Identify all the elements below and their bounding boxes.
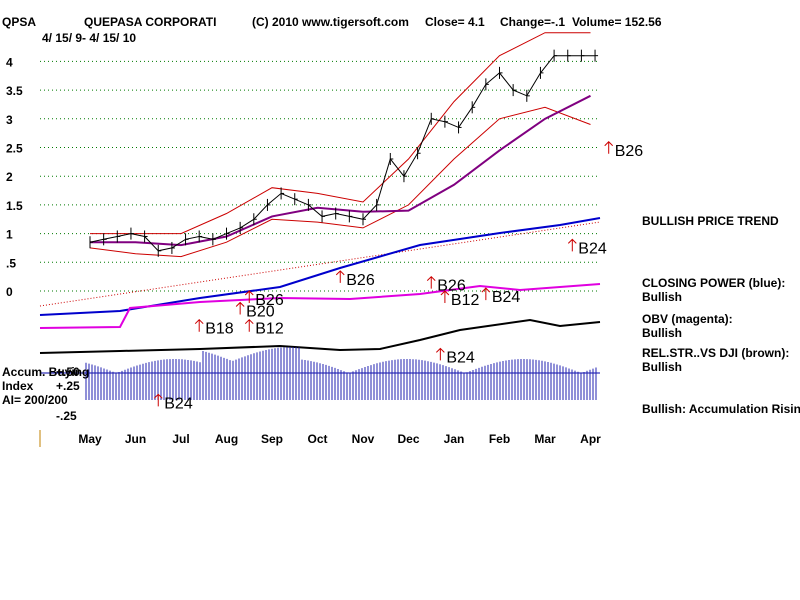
x-tick-label: Dec bbox=[397, 432, 419, 446]
signal-arrow bbox=[481, 287, 491, 301]
dotted-trendline bbox=[39, 221, 601, 307]
signal-label: B12 bbox=[451, 292, 480, 309]
signal-label: B24 bbox=[164, 395, 193, 412]
close-label: Close= 4.1 bbox=[425, 15, 485, 29]
signal-arrow bbox=[567, 238, 577, 252]
signal-label: B20 bbox=[246, 303, 275, 320]
accum-panel: Bullish: Accumulation Rising bbox=[642, 402, 800, 416]
y-tick-label: 1 bbox=[6, 228, 13, 242]
accum-tick-m25: -.25 bbox=[56, 409, 77, 423]
x-tick-label: Sep bbox=[261, 432, 283, 446]
closing-power-value: Bullish bbox=[642, 290, 683, 304]
y-tick-label: .5 bbox=[6, 256, 16, 270]
x-tick-label: Mar bbox=[534, 432, 556, 446]
signal-label: B26 bbox=[346, 272, 375, 289]
y-tick-label: 4 bbox=[6, 55, 13, 69]
obv-panel: OBV (magenta): Bullish bbox=[642, 312, 733, 340]
accum-tick-p50: +.50 bbox=[56, 365, 80, 379]
y-tick-label: 1.5 bbox=[6, 199, 23, 213]
signal-arrow bbox=[244, 290, 254, 303]
signal-label: B26 bbox=[255, 292, 284, 309]
relstr-label: REL.STR..VS DJI (brown): bbox=[642, 346, 790, 360]
date-range-label: 4/ 15/ 9- 4/ 15/ 10 bbox=[42, 31, 137, 45]
signal-label: B12 bbox=[255, 321, 284, 338]
change-label: Change=-.1 bbox=[500, 15, 566, 29]
copyright-label: (C) 2010 www.tigersoft.com bbox=[252, 15, 409, 29]
accum-status-label: Bullish: Accumulation Rising bbox=[642, 402, 800, 416]
y-tick-label: 2.5 bbox=[6, 142, 23, 156]
obv-label: OBV (magenta): bbox=[642, 312, 733, 326]
signal-arrow bbox=[194, 318, 204, 332]
trend-label: BULLISH PRICE TREND bbox=[642, 214, 779, 228]
y-tick-label: 3.5 bbox=[6, 84, 23, 98]
signal-arrow bbox=[235, 301, 245, 315]
signal-label: B18 bbox=[205, 321, 234, 338]
moving-average-line bbox=[90, 94, 591, 247]
x-tick-label: Aug bbox=[215, 432, 238, 446]
signal-arrow bbox=[335, 270, 345, 283]
signal-label: B24 bbox=[446, 349, 475, 366]
x-tick-label: Apr bbox=[580, 432, 601, 446]
obv-value: Bullish bbox=[642, 326, 683, 340]
x-tick-label: Jan bbox=[444, 432, 465, 446]
x-tick-label: Jul bbox=[172, 432, 189, 446]
x-tick-label: Nov bbox=[352, 432, 375, 446]
lower-band-line bbox=[89, 106, 591, 258]
accum-label-line2: Index bbox=[2, 379, 34, 393]
signal-label: B26 bbox=[437, 278, 466, 295]
closing-power-panel: CLOSING POWER (blue): Bullish bbox=[642, 276, 785, 304]
signal-arrow bbox=[153, 393, 163, 407]
relstr-panel: REL.STR..VS DJI (brown): Bullish bbox=[642, 346, 789, 374]
accum-tick-p25: +.25 bbox=[56, 379, 80, 393]
accum-label-line3: AI= 200/200 bbox=[2, 393, 68, 407]
signal-label: B24 bbox=[492, 289, 521, 306]
y-tick-label: 3 bbox=[6, 113, 13, 127]
x-tick-label: Jun bbox=[125, 432, 146, 446]
relstr-value: Bullish bbox=[642, 360, 683, 374]
trend-panel: BULLISH PRICE TREND bbox=[642, 214, 779, 228]
price-close-line bbox=[89, 55, 595, 252]
x-tick-label: Feb bbox=[489, 432, 510, 446]
closing-power-label: CLOSING POWER (blue): bbox=[642, 276, 786, 290]
accum-label-line1: Accum. Buying bbox=[2, 365, 90, 379]
company-label: QUEPASA CORPORATI bbox=[84, 15, 217, 29]
y-tick-label: 0 bbox=[6, 285, 13, 299]
signal-label: B26 bbox=[615, 143, 644, 160]
signal-arrow bbox=[440, 290, 450, 303]
upper-band-line bbox=[90, 32, 591, 235]
signal-arrow bbox=[604, 141, 614, 154]
relstr-line bbox=[39, 318, 601, 354]
volume-label: Volume= 152.56 bbox=[572, 15, 662, 29]
x-tick-label: Oct bbox=[307, 432, 327, 446]
obv-line bbox=[39, 283, 601, 329]
signal-label: B24 bbox=[578, 240, 607, 257]
x-tick-label: May bbox=[78, 432, 102, 446]
symbol-label: QPSA bbox=[2, 15, 37, 29]
signal-arrow bbox=[244, 318, 254, 332]
signal-arrow bbox=[435, 347, 445, 361]
signal-arrow bbox=[426, 275, 436, 289]
y-tick-label: 2 bbox=[6, 170, 13, 184]
